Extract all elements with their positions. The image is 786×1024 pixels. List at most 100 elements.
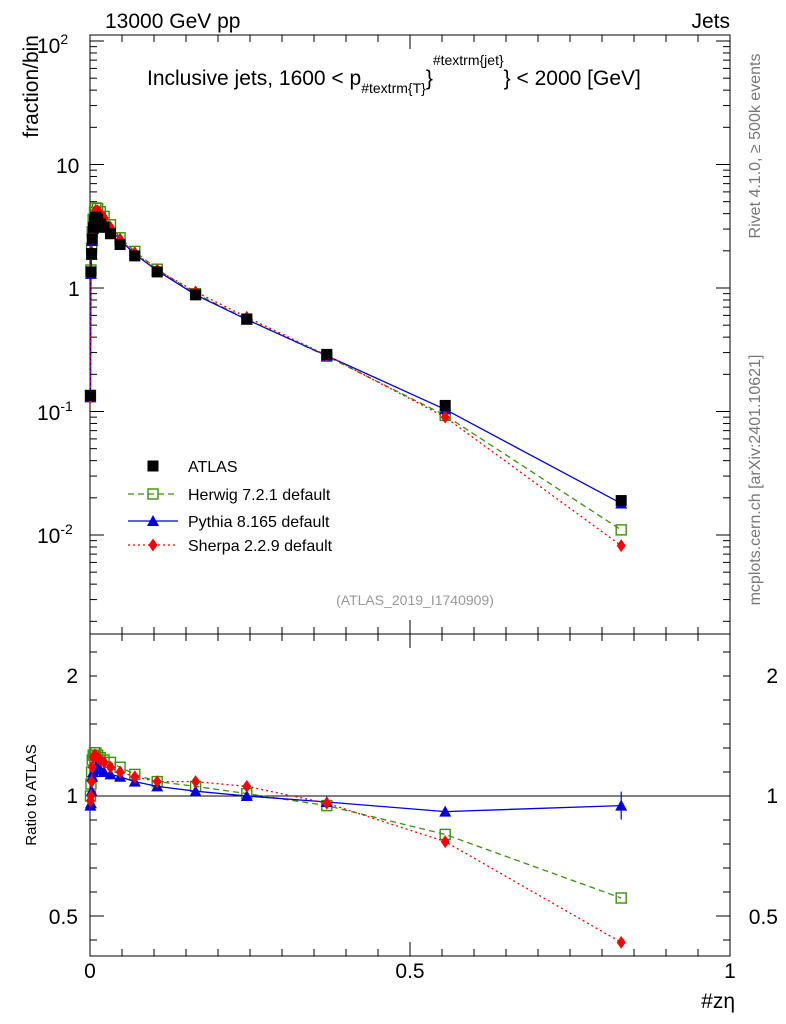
x-axis-label: #zη	[701, 990, 735, 1013]
ratio-point	[439, 805, 452, 817]
ratio-y-tick-labels-right: 0.5 1 2	[749, 665, 778, 929]
ratio-point	[152, 775, 162, 789]
ratio-point	[616, 935, 626, 949]
mcplots-label: mcplots.cern.ch [arXiv:2401.10621]	[747, 355, 764, 606]
ratio-point	[105, 760, 115, 774]
ytick-label-1: 1	[68, 278, 80, 301]
legend-entry-pythia: Pythia 8.165 default	[128, 514, 330, 531]
data-point	[114, 239, 126, 251]
data-point	[151, 266, 163, 278]
data-point	[84, 389, 96, 401]
data-point	[440, 410, 450, 424]
ratio-series-pythia	[84, 761, 628, 817]
legend-label: Herwig 7.2.1 default	[188, 487, 331, 504]
ytick-100-mantissa: 10	[37, 35, 60, 58]
ratio-ylabel: Ratio to ATLAS	[23, 744, 40, 845]
ratio-point	[191, 775, 201, 789]
ytick-label-0.01: 10-2	[37, 521, 73, 548]
rivet-label: Rivet 4.1.0, ≥ 500k events	[747, 54, 764, 239]
legend-entry-herwig: Herwig 7.2.1 default	[128, 487, 331, 504]
ytick-0.1-exponent: -1	[60, 398, 73, 414]
series-line	[89, 209, 622, 547]
ratio-point	[87, 775, 97, 789]
ratio-ytick-1-right: 1	[766, 785, 778, 808]
ratio-point	[115, 765, 125, 779]
title-superscript: #textrm{jet}	[433, 52, 504, 68]
data-point	[615, 524, 627, 536]
data-point	[86, 233, 98, 245]
data-point	[86, 248, 98, 260]
analysis-id: (ATLAS_2019_I1740909)	[336, 592, 494, 608]
ratio-y-tick-labels-left: 0.5 1 2	[49, 665, 78, 929]
ratio-line	[89, 754, 622, 943]
ratio-point	[99, 755, 109, 769]
main-ylabel: fraction/bin	[20, 35, 43, 138]
legend-entry-sherpa: Sherpa 2.2.9 default	[128, 538, 333, 555]
main-data-layer	[84, 202, 628, 553]
ratio-ytick-0.5-right: 0.5	[749, 906, 778, 929]
header-right: Jets	[691, 10, 730, 33]
ratio-line	[89, 766, 622, 813]
main-y-tick-labels: 102 10 1 10-1 10-2	[37, 31, 80, 548]
ratio-point	[440, 835, 450, 849]
ytick-0.01-exponent: -2	[60, 521, 73, 537]
title-suffix: } < 2000 [GeV]	[504, 67, 641, 90]
ratio-point	[189, 785, 202, 797]
xtick-0.5: 0.5	[395, 960, 424, 983]
data-point	[87, 221, 99, 233]
ratio-point	[98, 766, 111, 777]
legend-marker	[147, 515, 159, 526]
title-brace: }	[426, 67, 433, 90]
ratio-point	[242, 779, 252, 793]
legend-label: Sherpa 2.2.9 default	[188, 538, 333, 555]
data-point	[439, 399, 451, 411]
ratio-point	[240, 790, 253, 801]
header-left: 13000 GeV pp	[105, 10, 240, 33]
series-line	[89, 217, 622, 505]
ratio-plot-frame	[89, 633, 731, 957]
ratio-point	[615, 892, 627, 904]
ratio-series-herwig	[84, 747, 627, 904]
ratio-axis-ticks	[89, 634, 731, 956]
data-point	[616, 539, 626, 553]
plot-title: Inclusive jets, 1600 < p#textrm{T}}#text…	[147, 52, 641, 96]
legend-marker	[147, 460, 159, 472]
ratio-ytick-1-left: 1	[66, 785, 78, 808]
data-point	[241, 313, 253, 325]
legend-label: Pythia 8.165 default	[188, 514, 330, 531]
ratio-ytick-2-right: 2	[766, 665, 778, 688]
main-plot-frame	[89, 34, 731, 635]
main-series-sherpa	[85, 203, 626, 553]
title-prefix: Inclusive jets, 1600 < p	[147, 67, 361, 90]
legend-marker	[147, 488, 159, 500]
ratio-ytick-2-left: 2	[66, 665, 78, 688]
data-point	[129, 250, 141, 262]
data-point	[104, 228, 116, 240]
title-subscript: #textrm{T}	[361, 80, 426, 96]
ratio-series-sherpa	[85, 748, 626, 949]
ratio-point	[104, 768, 117, 780]
xtick-0: 0	[84, 960, 96, 983]
ratio-line	[89, 752, 622, 899]
legend-marker	[148, 538, 158, 552]
data-point	[98, 221, 110, 233]
legend: ATLAS Herwig 7.2.1 default Pythia 8.165 de…	[128, 459, 333, 555]
legend-label: ATLAS	[188, 459, 238, 476]
ratio-point	[87, 760, 97, 774]
main-series-pythia	[84, 211, 628, 509]
x-tick-labels: 0 0.5 1	[84, 960, 736, 983]
xtick-1: 1	[724, 960, 736, 983]
ytick-label-0.1: 10-1	[37, 398, 73, 425]
ratio-ytick-0.5-left: 0.5	[49, 906, 78, 929]
ratio-point	[86, 789, 96, 803]
ytick-label-10: 10	[56, 155, 79, 178]
data-point	[190, 289, 202, 301]
ytick-0.1-mantissa: 10	[37, 402, 60, 425]
data-point	[615, 495, 627, 507]
ratio-data-layer	[84, 747, 628, 949]
data-point	[321, 348, 333, 360]
legend-entry-atlas: ATLAS	[147, 459, 238, 476]
ratio-point	[322, 796, 332, 810]
main-axis-ticks	[89, 35, 731, 634]
main-series-atlas	[84, 211, 627, 507]
